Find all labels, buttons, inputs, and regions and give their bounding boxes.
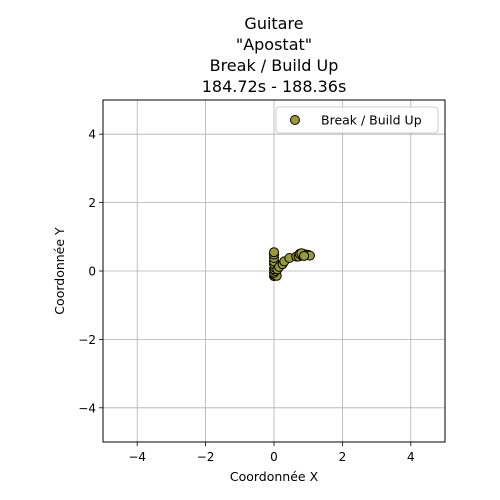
x-tick-label: 0 bbox=[270, 450, 278, 464]
data-point bbox=[299, 250, 310, 261]
x-axis-label: Coordonnée X bbox=[230, 469, 319, 484]
x-tick-label: 4 bbox=[407, 450, 415, 464]
axis-ticks: −4 −2 0 2 4 −4 −2 0 2 4 bbox=[78, 128, 414, 464]
title-line-2: "Apostat" bbox=[236, 35, 312, 54]
title-line-1: Guitare bbox=[244, 14, 303, 33]
y-tick-label: −4 bbox=[78, 401, 96, 415]
legend-marker bbox=[290, 115, 300, 125]
y-tick-label: 2 bbox=[88, 196, 96, 210]
legend: Break / Build Up bbox=[275, 106, 439, 134]
data-point bbox=[269, 247, 279, 258]
x-tick-label: −4 bbox=[128, 450, 146, 464]
grid bbox=[103, 100, 445, 442]
y-tick-label: 0 bbox=[88, 265, 96, 279]
title-line-3: Break / Build Up bbox=[210, 56, 339, 75]
data-points bbox=[269, 247, 315, 282]
legend-label: Break / Build Up bbox=[321, 113, 422, 128]
x-tick-label: −2 bbox=[197, 450, 215, 464]
title-line-4: 184.72s - 188.36s bbox=[202, 77, 347, 96]
legend-box bbox=[275, 106, 439, 134]
chart-title: Guitare "Apostat" Break / Build Up 184.7… bbox=[202, 14, 347, 96]
x-tick-label: 2 bbox=[339, 450, 347, 464]
y-axis-label: Coordonnée Y bbox=[52, 227, 67, 315]
y-tick-label: 4 bbox=[88, 128, 96, 142]
y-tick-label: −2 bbox=[78, 333, 96, 347]
